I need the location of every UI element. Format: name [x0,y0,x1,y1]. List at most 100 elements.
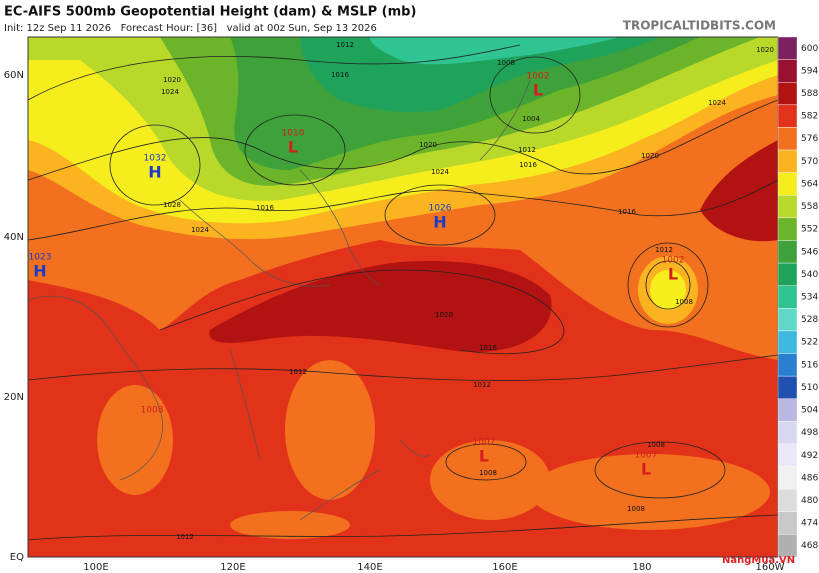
colorbar-label: 576 [801,134,818,144]
contour-label: 1024 [191,226,209,234]
contour-label: 1008 [497,59,515,67]
colorbar-swatch [777,82,798,106]
contour-label: 1024 [161,88,179,96]
contour-label: 1020 [419,141,437,149]
colorbar-label: 510 [801,383,818,393]
pressure-value: 1007 [473,438,496,448]
colorbar-swatch [777,59,798,83]
colorbar-swatch [777,421,798,445]
colorbar-label: 492 [801,451,818,461]
lon-label: 100E [83,562,108,573]
colorbar-swatch [777,217,798,241]
contour-label: 1024 [431,168,449,176]
colorbar-swatch [777,443,798,467]
lon-label: 180 [632,562,651,573]
isobar [244,114,346,186]
colorbar-swatch [777,308,798,332]
colorbar-label: 474 [801,519,818,529]
colorbar-label: 480 [801,496,818,506]
colorbar-label: 546 [801,247,818,257]
colorbar-swatch [777,466,798,490]
colorbar-swatch [777,488,798,512]
contour-label: 1008 [675,298,693,306]
colorbar-label: 570 [801,157,818,167]
contour-label: 1004 [522,115,540,123]
contour-label: 1012 [473,381,491,389]
colorbar-swatch [777,36,798,60]
contour-label: 1012 [518,146,536,154]
height-fill [285,360,375,500]
height-fill [650,270,686,310]
isobar [645,260,691,310]
contour-label: 1020 [641,152,659,160]
pressure-value: 1010 [282,129,305,139]
colorbar-swatch [777,172,798,196]
colorbar-swatch [777,285,798,309]
colorbar-swatch [777,262,798,286]
colorbar-label: 540 [801,270,818,280]
height-fill [230,511,350,539]
subtitle: Init: 12z Sep 11 2026 Forecast Hour: [36… [4,23,377,34]
isobar [109,124,201,206]
colorbar-label: 582 [801,112,818,122]
isobar [28,179,778,241]
contour-label: 1020 [163,76,181,84]
lat-label: 40N [4,232,24,243]
colorbar-swatch [777,353,798,377]
colorbar-label: 528 [801,315,818,325]
contour-label: 1016 [331,71,349,79]
isobar [28,99,778,181]
height-fill [97,385,173,495]
isobar [489,56,581,134]
lat-label: 60N [4,70,24,81]
colorbar-label: 588 [801,89,818,99]
isobar [594,441,726,499]
pressure-center: L [288,138,298,157]
pressure-value: 1032 [144,154,167,164]
colorbar-swatch [777,330,798,354]
contour-label: 1008 [479,469,497,477]
contour-label: 1008 [627,505,645,513]
pressure-value: 1002 [662,256,685,266]
pressure-value: 1023 [29,253,52,263]
colorbar-swatch [777,149,798,173]
contour-label: 1020 [756,46,774,54]
colorbar-label: 498 [801,428,818,438]
colorbar-label: 558 [801,202,818,212]
pressure-center: L [668,265,678,284]
contour-label: 1012 [336,41,354,49]
colorbar-swatch [777,195,798,219]
height-fill [300,37,660,112]
isobar [28,44,521,101]
pressure-value: 1026 [429,204,452,214]
pressure-center: H [433,213,446,232]
lon-label: 120E [220,562,245,573]
pressure-center: H [33,262,46,281]
title: EC-AIFS 500mb Geopotential Height (dam) … [4,5,416,20]
coastline [28,79,531,521]
colorbar-label: 600 [801,44,818,54]
contour-label: 1008 [647,441,665,449]
contour-label: 1012 [655,246,673,254]
lon-label: 160W [756,562,785,573]
isobar [627,242,709,328]
watermark: NangMua.VN [722,555,795,566]
contour-label: 1012 [289,368,307,376]
lat-label: 20N [4,392,24,403]
isobar [384,184,496,246]
colorbar-label: 486 [801,473,818,483]
contour-label: 1020 [435,311,453,319]
contour-label: 1016 [618,208,636,216]
colorbar-label: 534 [801,293,818,303]
pressure-value: 1002 [527,72,550,82]
pressure-value: 1007 [635,451,658,461]
lon-label: 160E [492,562,517,573]
colorbar-swatch [777,398,798,422]
contour-label: 1012 [176,533,194,541]
pressure-center: H [148,163,161,182]
colorbar-swatch [777,127,798,151]
colorbar-swatch [777,375,798,399]
contour-label: 1028 [163,201,181,209]
colorbar-label: 468 [801,541,818,551]
